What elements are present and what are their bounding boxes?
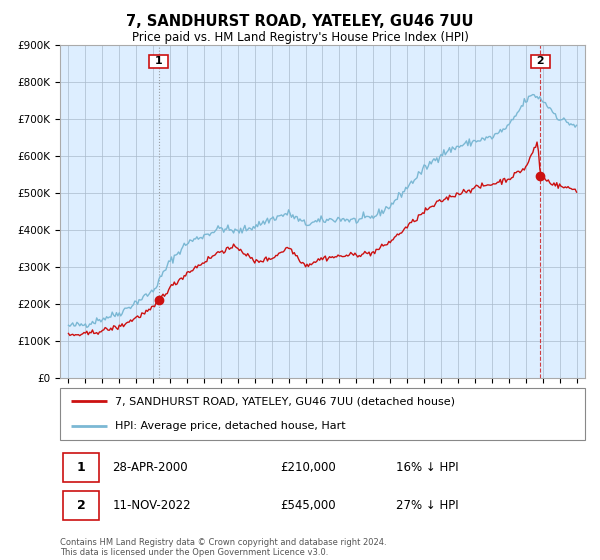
- Text: 2: 2: [533, 57, 548, 67]
- Text: HPI: Average price, detached house, Hart: HPI: Average price, detached house, Hart: [115, 421, 346, 431]
- Text: £210,000: £210,000: [281, 461, 336, 474]
- Text: 28-APR-2000: 28-APR-2000: [113, 461, 188, 474]
- Text: Contains HM Land Registry data © Crown copyright and database right 2024.
This d: Contains HM Land Registry data © Crown c…: [60, 538, 386, 557]
- Text: 7, SANDHURST ROAD, YATELEY, GU46 7UU: 7, SANDHURST ROAD, YATELEY, GU46 7UU: [126, 14, 474, 29]
- Text: 1: 1: [77, 461, 85, 474]
- Text: 7, SANDHURST ROAD, YATELEY, GU46 7UU (detached house): 7, SANDHURST ROAD, YATELEY, GU46 7UU (de…: [115, 396, 455, 407]
- FancyBboxPatch shape: [60, 388, 585, 440]
- FancyBboxPatch shape: [62, 453, 100, 482]
- Text: £545,000: £545,000: [281, 499, 336, 512]
- Text: 2: 2: [77, 499, 85, 512]
- Text: 11-NOV-2022: 11-NOV-2022: [113, 499, 191, 512]
- Text: 1: 1: [151, 57, 166, 67]
- FancyBboxPatch shape: [62, 491, 100, 520]
- Text: 16% ↓ HPI: 16% ↓ HPI: [396, 461, 458, 474]
- Text: 27% ↓ HPI: 27% ↓ HPI: [396, 499, 458, 512]
- Text: Price paid vs. HM Land Registry's House Price Index (HPI): Price paid vs. HM Land Registry's House …: [131, 31, 469, 44]
